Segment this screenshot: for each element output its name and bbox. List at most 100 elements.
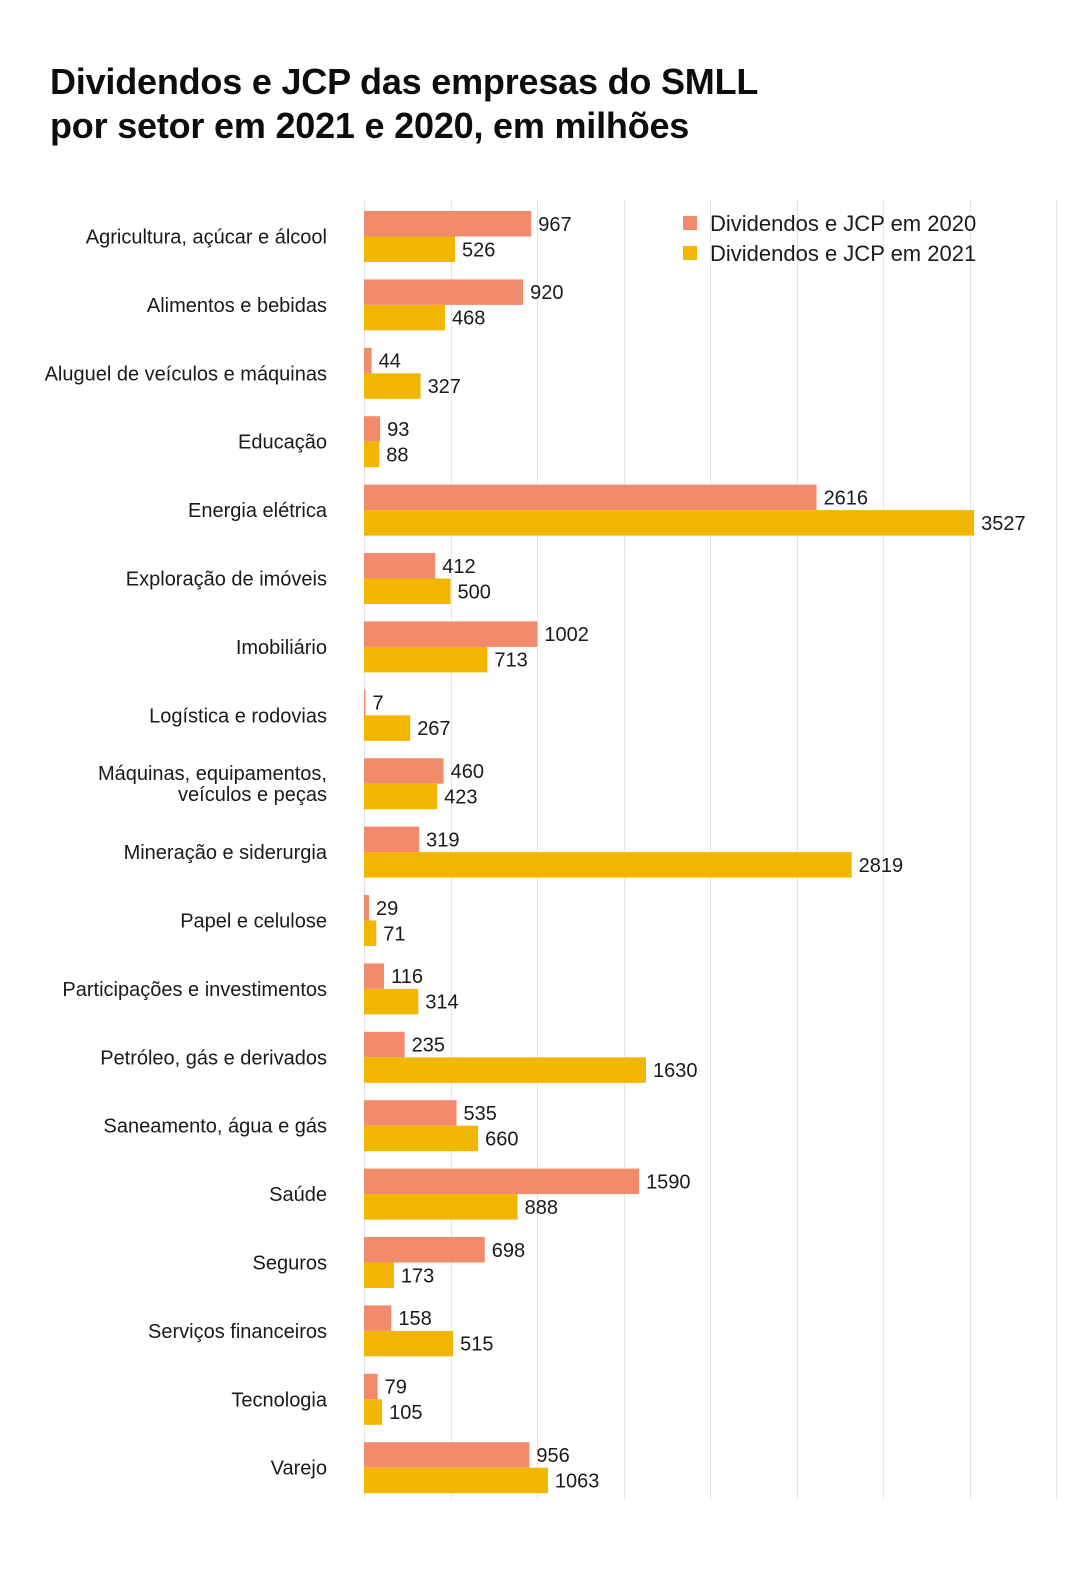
bar-2021 [364,1262,394,1288]
category-label: Energia elétrica [188,500,328,522]
legend-swatch-2020 [683,216,697,230]
value-label-2020: 319 [426,829,459,851]
value-label-2020: 79 [385,1377,407,1399]
value-label-2021: 500 [458,581,491,603]
legend-label-2021: Dividendos e JCP em 2021 [710,241,976,266]
category-label: Alimentos e bebidas [147,295,327,317]
value-label-2020: 93 [387,419,409,441]
bar-2020 [364,1100,457,1126]
category-label: Seguros [253,1253,328,1275]
bar-2021 [364,304,445,331]
category-label: Participações e investimentos [62,979,327,1001]
value-label-2020: 7 [373,693,384,715]
chart-title: Dividendos e JCP das empresas do SMLL po… [50,60,950,148]
value-label-2021: 327 [428,376,461,398]
category-label: Logística e rodovias [149,705,327,727]
value-label-2021: 2819 [859,855,904,877]
bar-2021 [364,1125,479,1152]
value-label-2021: 314 [425,992,458,1014]
bar-2021 [364,988,419,1015]
bar-2021 [364,1057,646,1083]
bar-2021 [364,1194,518,1220]
category-labels: Agricultura, açúcar e álcool Alimentos e … [45,227,328,1480]
value-label-2021: 423 [444,786,477,808]
value-label-2021: 1630 [653,1060,698,1082]
value-label-2021: 660 [485,1128,518,1150]
category-label-line: veículos e peças [178,784,327,806]
category-label: Agricultura, açúcar e álcool [86,227,327,249]
bar-2020 [364,1373,378,1400]
bar-2020 [364,279,524,305]
value-label-2020: 44 [379,351,401,373]
value-label-2021: 3527 [981,513,1026,535]
category-label: Petróleo, gás e derivados [100,1047,327,1069]
bar-2020 [364,553,436,579]
bar-2020 [364,1442,530,1468]
value-label-2021: 105 [389,1402,422,1424]
value-label-2020: 2616 [824,487,869,509]
bar-2021 [364,510,975,536]
bar-2021 [364,578,451,604]
bar-2021 [364,646,488,673]
legend-swatch-2021 [683,246,697,260]
category-label: Imobiliário [236,637,327,659]
bar-2021 [364,1467,548,1494]
legend: Dividendos e JCP em 2020 Dividendos e JCP… [683,211,976,266]
bar-2020 [364,1031,405,1058]
category-label: Máquinas, equipamentos, veículos e peças [98,763,327,806]
value-label-2021: 1063 [555,1470,600,1492]
bar-2021 [364,715,411,741]
bar-2021 [364,236,455,262]
bar-2020 [364,689,366,716]
bar-2020 [364,621,538,647]
bar-2021 [364,920,377,946]
legend-label-2020: Dividendos e JCP em 2020 [710,211,976,236]
bars [364,211,975,1494]
category-label-line: Máquinas, equipamentos, [98,763,327,785]
value-label-2021: 267 [417,718,450,740]
value-label-2021: 515 [460,1334,493,1356]
category-label: Varejo [271,1458,327,1480]
value-label-2020: 956 [536,1445,569,1467]
bar-2020 [364,1237,485,1263]
bar-2021 [364,1399,383,1425]
bar-2020 [364,963,385,989]
category-label: Serviços financeiros [148,1321,327,1343]
value-label-2020: 29 [376,898,398,920]
value-label-2021: 468 [452,308,485,330]
value-label-2020: 698 [492,1240,525,1262]
bar-2020 [364,211,532,237]
value-label-2020: 920 [530,282,563,304]
value-label-2020: 1590 [646,1171,691,1193]
category-label: Papel e celulose [180,911,327,933]
category-label: Tecnologia [231,1389,328,1411]
value-label-2021: 88 [386,444,408,466]
value-label-2020: 412 [442,556,475,578]
bar-2021 [364,373,421,399]
bar-2020 [364,484,817,511]
bar-2020 [364,1305,392,1331]
value-label-2020: 535 [464,1103,497,1125]
value-label-2020: 158 [398,1308,431,1330]
bar-2021 [364,852,852,878]
value-label-2020: 116 [391,966,423,988]
category-label: Exploração de imóveis [126,569,327,591]
gridlines [364,200,1057,1500]
value-label-2021: 526 [462,239,495,261]
value-label-2021: 888 [525,1197,558,1219]
category-label: Saúde [269,1184,327,1206]
value-label-2020: 460 [451,761,484,783]
category-label: Mineração e siderurgia [124,842,328,864]
value-label-2020: 235 [412,1035,445,1057]
value-label-2020: 1002 [544,624,589,646]
category-label: Educação [238,432,327,454]
category-label: Aluguel de veículos e máquinas [45,363,327,385]
bar-2020 [364,895,370,921]
bar-2020 [364,416,381,442]
value-label-2021: 713 [494,650,527,672]
category-label: Saneamento, água e gás [103,1116,327,1138]
value-label-2020: 967 [538,214,571,236]
bar-2020 [364,826,420,853]
value-labels: 967 526 920 468 44 327 93 88 2616 3527 412 500 1002 7… [373,214,1026,1493]
